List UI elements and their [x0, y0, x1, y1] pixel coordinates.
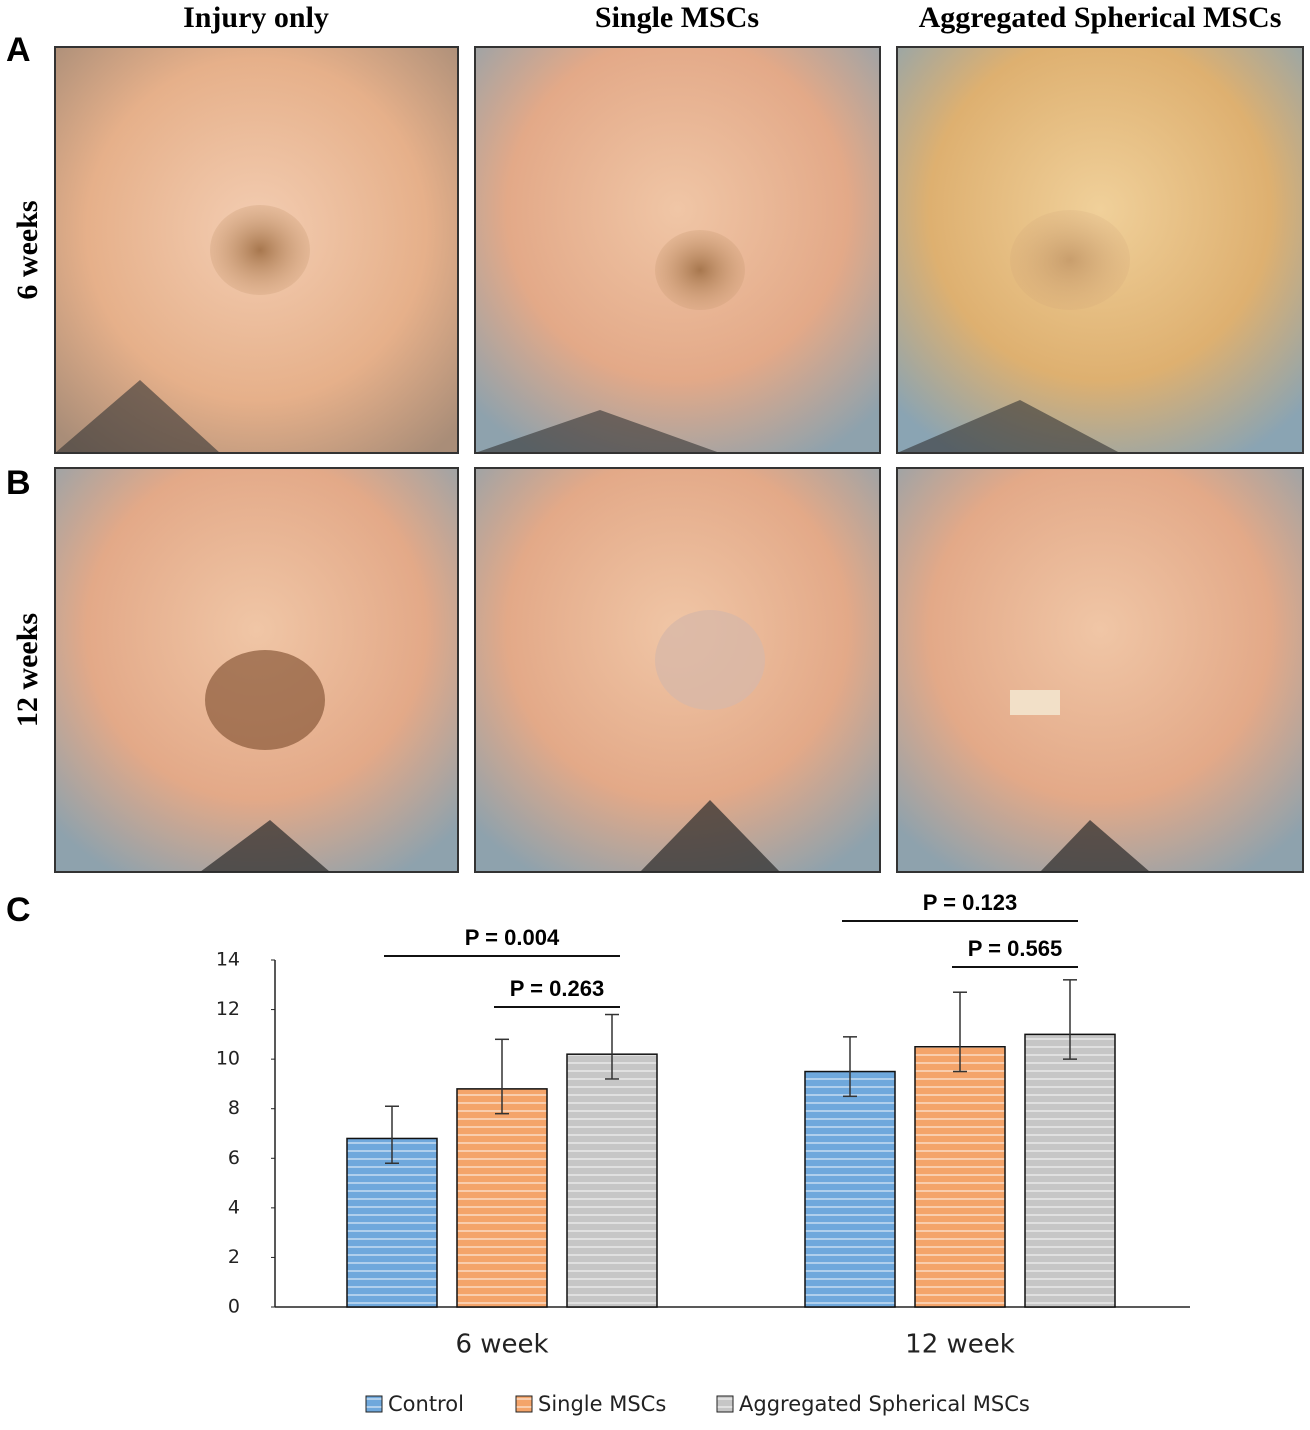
y-tick-label: 8 [228, 1097, 240, 1119]
legend-label: Single MSCs [538, 1392, 666, 1416]
defect [1010, 690, 1060, 715]
defect [205, 650, 325, 750]
defect [210, 205, 310, 295]
x-tick-label: 6 week [455, 1330, 548, 1360]
y-tick-label: 12 [216, 998, 240, 1020]
y-tick-label: 4 [228, 1196, 240, 1218]
bar [346, 1137, 438, 1308]
bar [566, 1053, 658, 1308]
legend-swatch [716, 1395, 734, 1413]
legend-swatch [515, 1395, 533, 1413]
p-value: P = 0.565 [968, 936, 1062, 961]
panel-label: A [6, 31, 31, 69]
p-value: P = 0.004 [465, 925, 560, 950]
p-value: P = 0.263 [510, 976, 604, 1001]
x-tick-label: 12 week [905, 1330, 1015, 1360]
shadow [55, 380, 1120, 453]
y-tick-label: 2 [228, 1246, 240, 1268]
legend-label: Aggregated Spherical MSCs [739, 1392, 1030, 1416]
photo-grid [54, 46, 1304, 873]
defect [1010, 210, 1130, 310]
panel-label: B [6, 464, 31, 502]
legend-swatch [365, 1395, 383, 1413]
photo [896, 467, 1304, 873]
defect [655, 610, 765, 710]
bar [914, 1046, 1006, 1308]
bar [804, 1070, 896, 1308]
column-header: Injury only [183, 1, 329, 34]
y-tick-label: 0 [228, 1296, 240, 1318]
defect [655, 230, 745, 310]
column-header: Aggregated Spherical MSCs [919, 1, 1282, 34]
y-tick-label: 10 [216, 1048, 240, 1070]
shadow [200, 800, 1150, 872]
row-label: 6 weeks [11, 200, 44, 299]
panel-label: C [6, 891, 31, 929]
bar [1024, 1033, 1116, 1308]
y-tick-label: 14 [216, 949, 240, 971]
legend-label: Control [388, 1392, 464, 1416]
y-tick-label: 6 [228, 1147, 240, 1169]
bar [456, 1088, 548, 1308]
p-value: P = 0.123 [923, 890, 1017, 915]
column-header: Single MSCs [595, 1, 759, 34]
row-label: 12 weeks [11, 613, 44, 727]
